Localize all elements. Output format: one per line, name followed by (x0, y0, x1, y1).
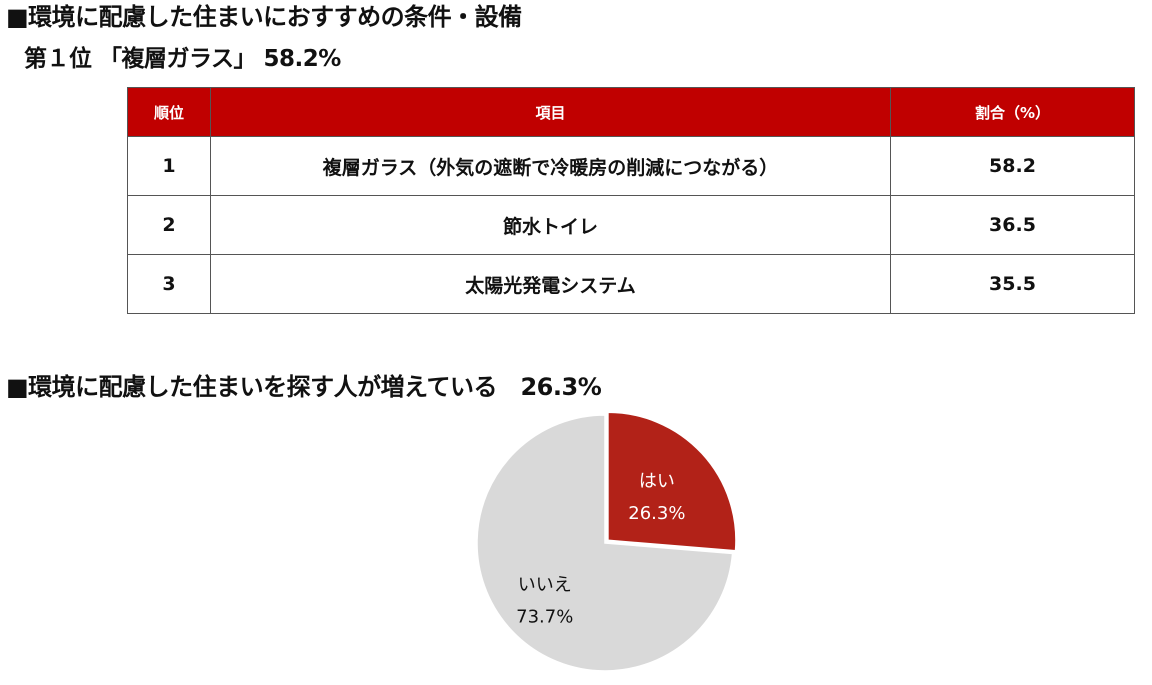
pie-slice-yes (607, 411, 737, 552)
item-cell: 太陽光発電システム (210, 254, 891, 314)
column-header-rank: 順位 (127, 87, 211, 137)
section-title-recommended-features: ■環境に配慮した住まいにおすすめの条件・設備 (6, 3, 522, 31)
rank-cell: 1 (127, 136, 211, 196)
ratio-cell: 35.5 (890, 254, 1135, 314)
top-rank-summary: 第１位 「複層ガラス」 58.2% (24, 46, 341, 72)
pie-label-yes: はい (639, 471, 675, 492)
table-row: 3 太陽光発電システム 35.5 (127, 254, 1135, 314)
item-cell: 節水トイレ (210, 195, 891, 255)
table-header-row: 順位 項目 割合（%） (127, 87, 1135, 137)
rank-cell: 3 (127, 254, 211, 314)
rank-cell: 2 (127, 195, 211, 255)
column-header-ratio: 割合（%） (890, 87, 1135, 137)
pie-label-no: いいえ (518, 575, 572, 596)
pie-slice-no (476, 414, 734, 672)
pie-value-no: 73.7% (516, 607, 573, 628)
section-title-eco-housing-search: ■環境に配慮した住まいを探す人が増えている 26.3% (6, 373, 602, 401)
table-row: 1 複層ガラス（外気の遮断で冷暖房の削減につながる） 58.2 (127, 136, 1135, 196)
column-header-item: 項目 (210, 87, 891, 137)
ratio-cell: 58.2 (890, 136, 1135, 196)
pie-chart: はい 26.3% いいえ 73.7% (476, 411, 737, 672)
ratio-cell: 36.5 (890, 195, 1135, 255)
item-cell: 複層ガラス（外気の遮断で冷暖房の削減につながる） (210, 136, 891, 196)
pie-value-yes: 26.3% (628, 503, 685, 524)
table-row: 2 節水トイレ 36.5 (127, 195, 1135, 255)
ranking-table: 順位 項目 割合（%） 1 複層ガラス（外気の遮断で冷暖房の削減につながる） 5… (127, 87, 1135, 314)
